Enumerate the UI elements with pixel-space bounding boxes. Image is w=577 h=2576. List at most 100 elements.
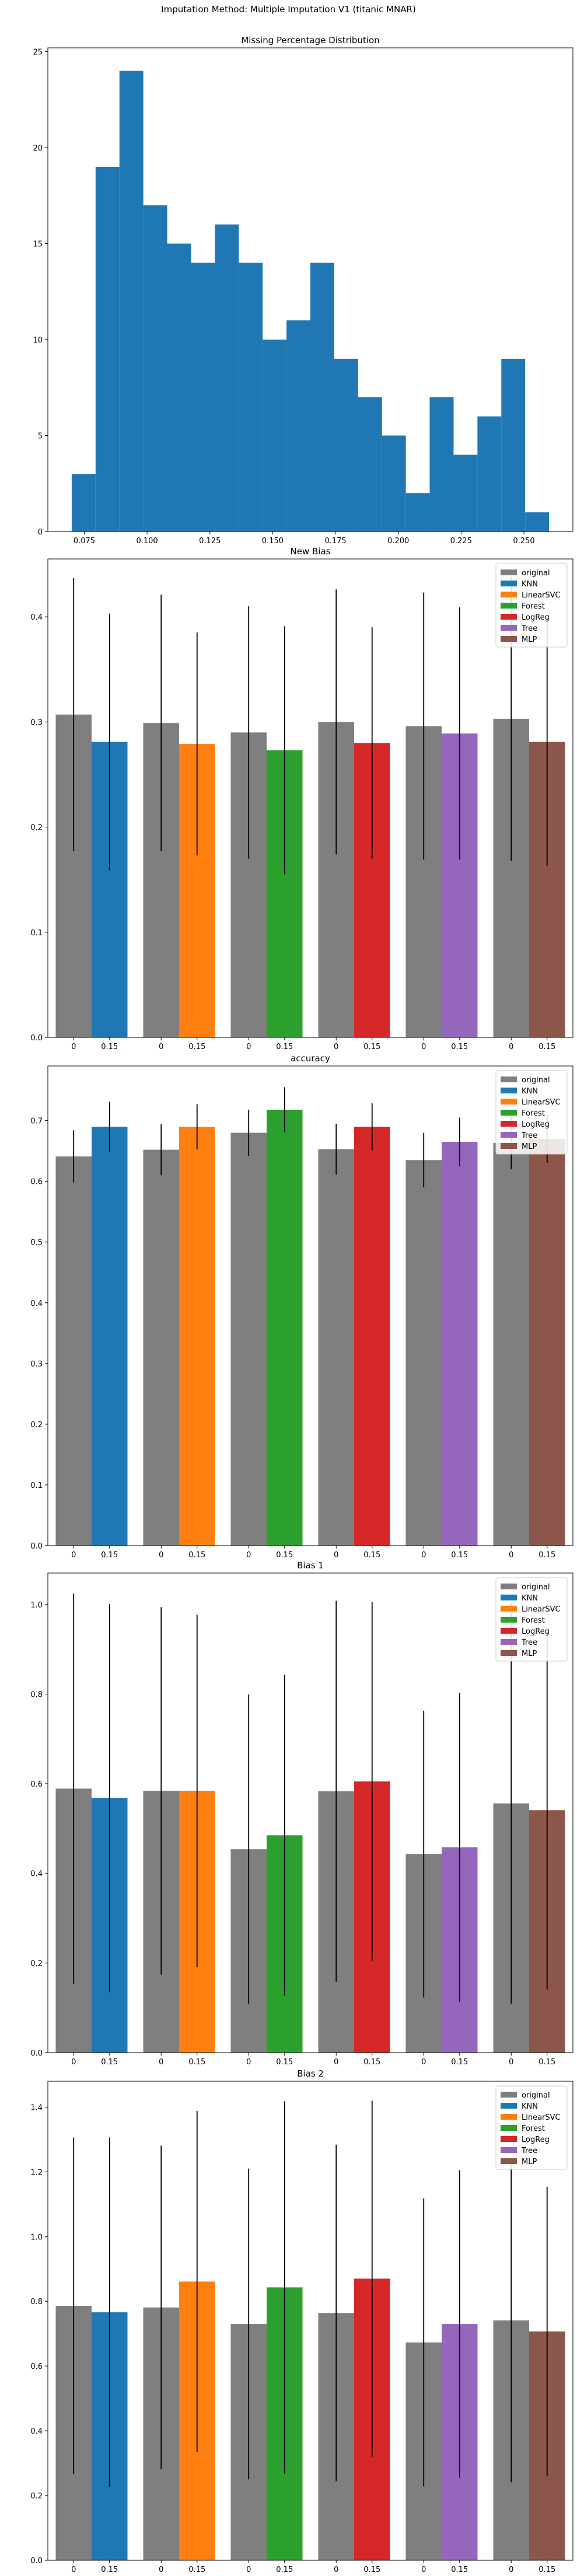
- x-tick-label: 0.15: [451, 1043, 468, 1051]
- x-tick-label: 0: [71, 1551, 76, 1560]
- y-tick-label: 0.3: [30, 1360, 43, 1369]
- x-tick-label: 0: [421, 2565, 426, 2574]
- legend-label: LogReg: [522, 613, 550, 622]
- x-tick-label: 0.15: [188, 1551, 205, 1560]
- x-tick-label: 0.100: [136, 537, 158, 546]
- bar-original: [143, 1149, 179, 1546]
- chart-title: accuracy: [291, 1053, 330, 1064]
- x-tick-label: 0.15: [363, 2058, 380, 2067]
- legend-swatch-logreg: [501, 614, 517, 620]
- x-tick-label: 0.15: [188, 2565, 205, 2574]
- legend-label: Tree: [521, 1131, 537, 1140]
- chart-1: Missing Percentage Distribution 0.075 0.10…: [33, 35, 573, 546]
- legend-swatch-linearsvc: [501, 2114, 517, 2120]
- histogram-bar: [501, 358, 526, 532]
- y-tick-label: 0.6: [30, 1178, 43, 1187]
- x-tick-label: 0.15: [188, 1043, 205, 1051]
- x-tick-label: 0.225: [450, 537, 472, 546]
- y-tick-label: 0.2: [30, 1421, 43, 1429]
- histogram-bar: [191, 263, 215, 532]
- x-tick-label: 0.15: [101, 2058, 118, 2067]
- x-tick-label: 0: [71, 1043, 76, 1051]
- legend: original KNN LinearSVC Forest LogReg Tree MLP: [495, 563, 568, 648]
- legend-swatch-forest: [501, 2125, 517, 2131]
- histogram-bar: [263, 340, 287, 532]
- legend-label: KNN: [522, 1594, 538, 1603]
- x-tick-label: 0: [159, 2058, 163, 2067]
- legend-label: Forest: [522, 2124, 545, 2133]
- x-tick-label: 0.15: [538, 2058, 555, 2067]
- y-tick-label: 0.0: [30, 2049, 43, 2058]
- legend-label: LogReg: [522, 2135, 550, 2144]
- y-tick-label: 0.8: [30, 1690, 43, 1699]
- histogram-bar: [286, 320, 310, 532]
- x-tick-label: 0: [334, 2058, 338, 2067]
- axes-frame: [47, 47, 573, 532]
- y-tick-label: 15: [33, 240, 43, 249]
- legend-swatch-knn: [501, 581, 517, 586]
- y-tick-label: 0.1: [30, 1481, 43, 1490]
- histogram-bar: [453, 455, 478, 532]
- legend-label: KNN: [522, 580, 538, 589]
- legend: original KNN LinearSVC Forest LogReg Tree MLP: [495, 1577, 568, 1662]
- x-tick-label: 0.15: [451, 2565, 468, 2574]
- x-tick-label: 0: [334, 2565, 338, 2574]
- x-tick-label: 0.125: [199, 537, 221, 546]
- y-tick-label: 0.6: [30, 1780, 43, 1789]
- x-tick-label: 0.15: [451, 1551, 468, 1560]
- y-tick-label: 0.5: [30, 1239, 43, 1247]
- y-tick-label: 0.6: [30, 2362, 43, 2371]
- legend-swatch-forest: [501, 603, 517, 609]
- legend-label: Tree: [521, 624, 537, 633]
- legend-swatch-knn: [501, 1595, 517, 1600]
- x-tick-label: 0: [334, 1043, 338, 1051]
- histogram-bar: [71, 474, 96, 532]
- x-tick-label: 0.15: [101, 2565, 118, 2574]
- bar-tree: [442, 1142, 478, 1546]
- y-tick-label: 0.8: [30, 2298, 43, 2306]
- histogram-bar: [119, 71, 144, 532]
- bar-linearsvc: [179, 1127, 215, 1546]
- legend-swatch-linearsvc: [501, 1099, 517, 1105]
- axes-frame: [47, 558, 573, 1038]
- histogram-bar: [215, 224, 239, 532]
- x-tick-label: 0: [509, 1551, 513, 1560]
- legend-label: LogReg: [522, 1120, 550, 1129]
- legend-swatch-logreg: [501, 1121, 517, 1127]
- legend-swatch-tree: [501, 625, 517, 631]
- legend-swatch-mlp: [501, 1650, 517, 1656]
- bar-original: [493, 1143, 529, 1546]
- legend-swatch-logreg: [501, 2136, 517, 2142]
- histogram-bar: [167, 243, 191, 532]
- chart-5: Bias 2 0 0.15 0 0.15 0 0.15 0 0.15 0 0.15 0 0.15 orig…: [30, 2068, 573, 2574]
- x-tick-label: 0: [246, 1043, 251, 1051]
- legend-label: LinearSVC: [522, 2113, 561, 2122]
- legend-swatch-knn: [501, 1088, 517, 1093]
- x-tick-label: 0.200: [387, 537, 409, 546]
- histogram-bar: [95, 166, 120, 532]
- y-tick-label: 0.0: [30, 2557, 43, 2565]
- y-tick-label: 0.7: [30, 1117, 43, 1126]
- y-tick-label: 1.0: [30, 2233, 43, 2242]
- y-tick-label: 0.2: [30, 1959, 43, 1968]
- legend-swatch-mlp: [501, 1143, 517, 1149]
- legend-swatch-logreg: [501, 1628, 517, 1634]
- legend: original KNN LinearSVC Forest LogReg Tree MLP: [495, 2085, 568, 2170]
- legend-swatch-forest: [501, 1110, 517, 1116]
- x-tick-label: 0: [421, 2058, 426, 2067]
- y-tick-label: 0: [38, 528, 43, 537]
- y-tick-label: 0.1: [30, 929, 43, 938]
- histogram-bar: [525, 512, 550, 532]
- x-tick-label: 0.15: [276, 1551, 293, 1560]
- legend-swatch-original: [501, 569, 517, 575]
- chart-title: Bias 2: [297, 2068, 324, 2079]
- legend-label: original: [522, 2091, 550, 2100]
- legend-label: Forest: [522, 1109, 545, 1118]
- x-tick-label: 0.15: [101, 1043, 118, 1051]
- x-tick-label: 0.15: [276, 1043, 293, 1051]
- x-tick-label: 0: [246, 2058, 251, 2067]
- x-tick-label: 0.15: [276, 2058, 293, 2067]
- bar-logreg: [354, 1127, 390, 1546]
- x-tick-label: 0: [421, 1043, 426, 1051]
